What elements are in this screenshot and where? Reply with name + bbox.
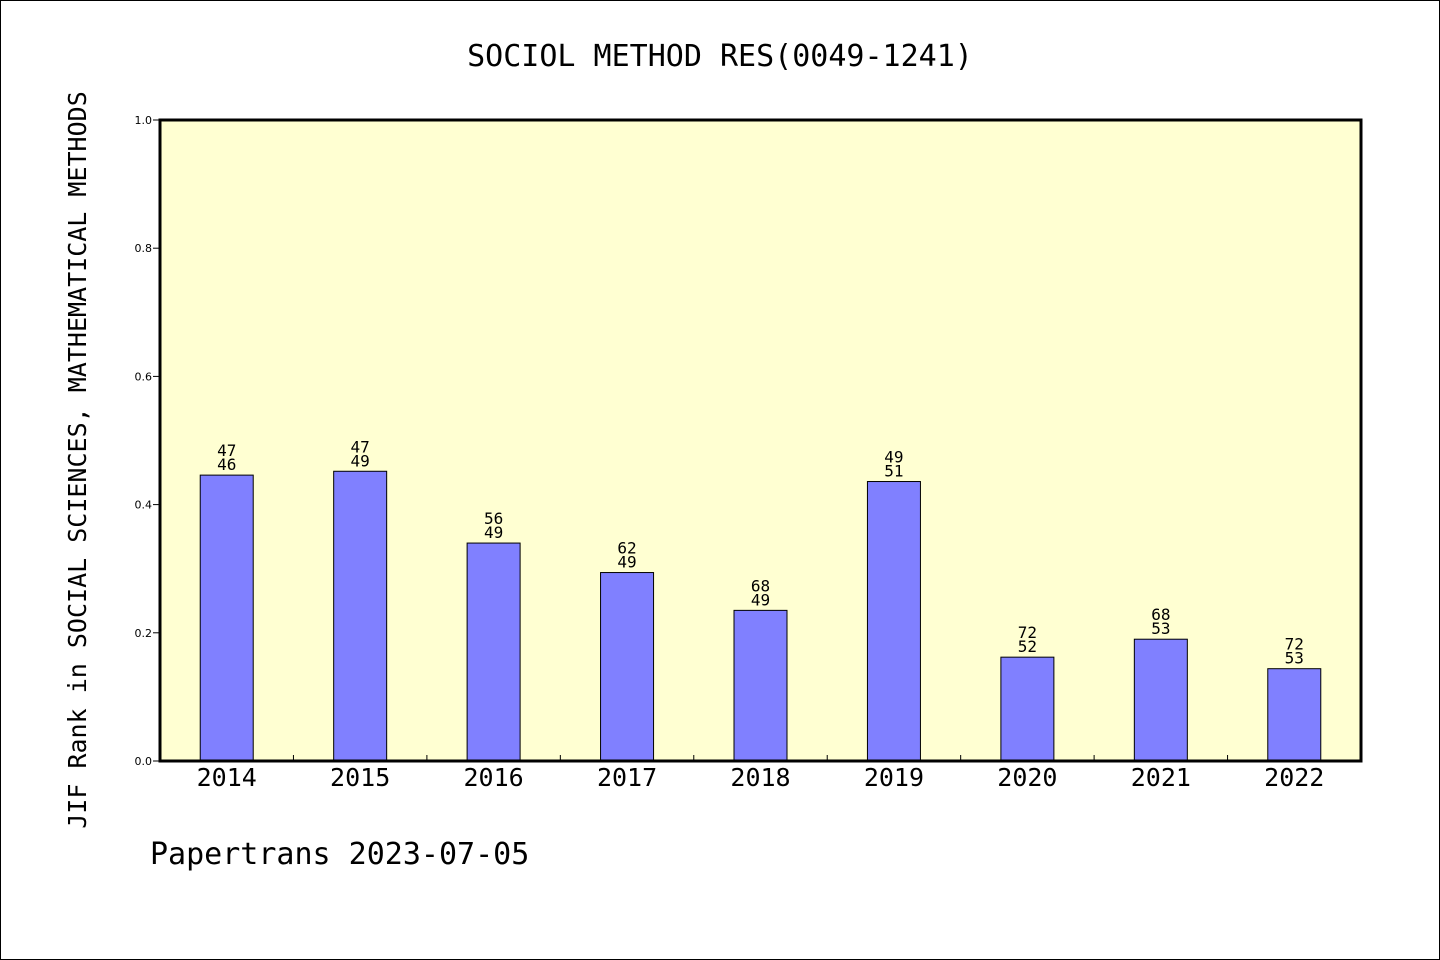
y-axis-label: JIF Rank in SOCIAL SCIENCES, MATHEMATICA… (63, 91, 92, 829)
bar-label-top-2019: 49 (884, 448, 903, 467)
x-tick-label-2019: 2019 (864, 763, 924, 792)
bar-label-bottom-2016: 49 (484, 523, 503, 542)
y-tick-label: 0.8 (135, 242, 153, 255)
x-tick-label-2015: 2015 (330, 763, 390, 792)
bar-2018 (733, 609, 788, 762)
bar-label-top-2018: 68 (751, 576, 770, 595)
x-tick-label-2016: 2016 (464, 763, 524, 792)
y-axis-ticks: 0.0 0.2 0.4 0.6 0.8 1.0 (135, 114, 160, 768)
x-tick-label-2018: 2018 (730, 763, 790, 792)
bar-series (199, 470, 1322, 762)
plot-area (158, 118, 1363, 763)
bar-label-top-2020: 72 (1018, 623, 1037, 642)
bar-label-top-2022: 72 (1285, 635, 1304, 654)
bar-label-top-2014: 47 (217, 441, 236, 460)
bar-label-bottom-2020: 52 (1018, 637, 1037, 656)
bar-label-bottom-2018: 49 (751, 590, 770, 609)
bar-2021 (1133, 638, 1188, 762)
bar-2016 (466, 542, 521, 762)
bar-label-bottom-2021: 53 (1151, 619, 1170, 638)
x-tick-label-2020: 2020 (997, 763, 1057, 792)
bar-label-top-2015: 47 (351, 437, 370, 456)
bar-2017 (600, 572, 655, 762)
bar-2020 (1000, 656, 1055, 762)
bar-2015 (333, 470, 388, 762)
bar-label-bottom-2015: 49 (351, 451, 370, 470)
footer-watermark: Papertrans 2023-07-05 (150, 837, 529, 872)
x-tick-label-2014: 2014 (197, 763, 257, 792)
y-tick-label: 0.2 (135, 627, 153, 640)
bar-label-bottom-2017: 49 (617, 553, 636, 572)
y-tick-label: 0.6 (135, 370, 153, 383)
bar-label-top-2021: 68 (1151, 605, 1170, 624)
x-tick-label-2021: 2021 (1131, 763, 1191, 792)
bar-label-bottom-2022: 53 (1285, 649, 1304, 668)
bar-2014 (199, 474, 254, 762)
y-tick-label: 0.0 (135, 755, 153, 768)
bar-2019 (866, 481, 921, 762)
bar-label-bottom-2014: 46 (217, 455, 236, 474)
x-tick-label-2022: 2022 (1264, 763, 1324, 792)
x-axis-tick-labels: 2014 2015 2016 2017 2018 2019 2020 2021 2022 (197, 763, 1325, 792)
y-tick-label: 1.0 (135, 114, 153, 127)
bar-label-top-2016: 56 (484, 509, 503, 528)
chart-title: SOCIOL METHOD RES(0049-1241) (467, 39, 973, 74)
y-tick-label: 0.4 (135, 499, 153, 512)
bar-label-top-2017: 62 (617, 539, 636, 558)
x-tick-label-2017: 2017 (597, 763, 657, 792)
bar-2022 (1267, 668, 1322, 762)
bar-label-bottom-2019: 51 (884, 462, 903, 481)
